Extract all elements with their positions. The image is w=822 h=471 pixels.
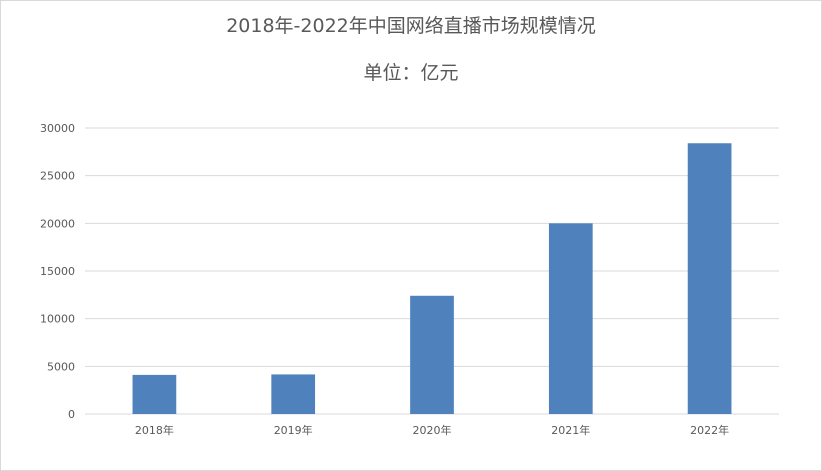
x-tick-label: 2021年 (551, 423, 590, 437)
bar (548, 223, 593, 414)
y-tick-label: 5000 (47, 360, 75, 373)
x-tick-label: 2019年 (274, 423, 313, 437)
x-tick-label: 2022年 (690, 423, 729, 437)
x-tick-label: 2020年 (413, 423, 452, 437)
y-tick-label: 0 (68, 408, 75, 421)
y-tick-label: 10000 (40, 313, 75, 326)
y-tick-label: 20000 (40, 217, 75, 230)
bar (687, 143, 732, 414)
y-tick-label: 30000 (40, 122, 75, 135)
bar (271, 374, 316, 414)
y-tick-label: 25000 (40, 170, 75, 183)
x-tick-label: 2018年 (135, 423, 174, 437)
y-tick-label: 15000 (40, 265, 75, 278)
bar (132, 374, 177, 414)
chart-title: 2018年-2022年中国网络直播市场规模情况 (226, 15, 596, 37)
bar (410, 295, 454, 414)
chart-subtitle: 单位：亿元 (363, 62, 459, 84)
